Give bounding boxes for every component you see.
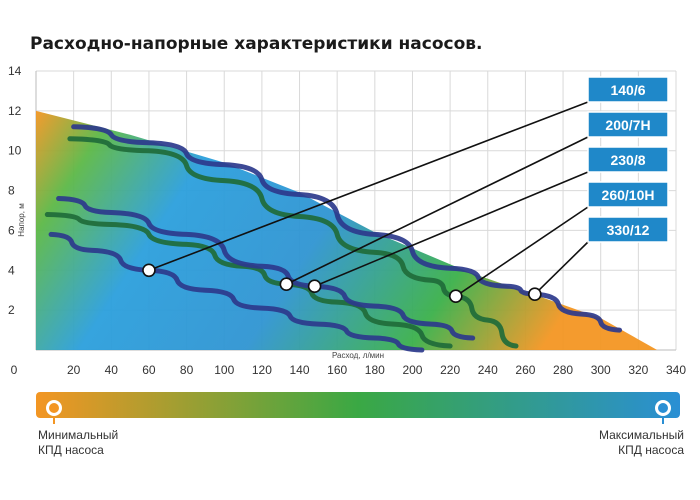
legend-box-330-12	[587, 216, 669, 243]
y-tick-label: 14	[8, 64, 22, 78]
min-efficiency-line1: Минимальный	[38, 428, 119, 442]
leader-line-260-10H	[455, 206, 589, 297]
curve-330-12	[71, 124, 623, 333]
marker-260-10H	[448, 289, 463, 303]
marker-200-7H	[279, 277, 294, 292]
curve-260-10H	[67, 136, 519, 349]
x-tick-label: 180	[365, 363, 385, 377]
x-axis-ticks: 0 20 40 60 80 100 120 140 160 180 200 220 240 260 280 3…	[11, 363, 687, 377]
x-tick-label: 320	[628, 363, 648, 377]
y-tick-label: 12	[8, 104, 22, 118]
y-tick-label: 8	[8, 184, 15, 198]
x-tick-label: 80	[180, 363, 194, 377]
legend-label-230-8: 230/8	[610, 152, 645, 168]
chart-title: Расходно-напорные характеристики насосов…	[30, 34, 483, 54]
efficiency-scale-bar	[36, 392, 680, 418]
legend-box-200-7H	[587, 111, 669, 138]
curve-markers	[142, 263, 542, 303]
x-tick-label: 240	[478, 363, 498, 377]
leader-line-140-6	[148, 101, 589, 272]
y-tick-label: 6	[8, 223, 15, 237]
legend-box-260-10H	[587, 181, 669, 208]
legend-label-330-12: 330/12	[607, 222, 650, 238]
x-tick-label: 120	[252, 363, 272, 377]
x-tick-label: 280	[553, 363, 573, 377]
pump-curves	[44, 124, 623, 353]
x-tick-label: 200	[402, 363, 422, 377]
leader-line-230-8	[314, 171, 589, 287]
x-tick-label: 140	[290, 363, 310, 377]
curve-200-7H	[44, 211, 453, 349]
curve-140-6	[48, 231, 425, 353]
min-efficiency-marker-core	[49, 403, 59, 413]
x-tick-label: 0	[11, 363, 18, 377]
legend-leader-lines	[148, 101, 589, 297]
marker-330-12	[528, 287, 542, 302]
legend-label-260-10H: 260/10H	[602, 187, 655, 203]
leader-line-330-12	[534, 241, 589, 295]
x-tick-label: 340	[666, 363, 686, 377]
x-tick-label: 160	[327, 363, 347, 377]
max-efficiency-line1: Максимальный	[598, 428, 684, 442]
max-efficiency-caption: Максимальный КПД насоса	[560, 428, 684, 458]
marker-230-8	[307, 279, 322, 294]
x-tick-label: 220	[440, 363, 460, 377]
x-tick-label: 40	[105, 363, 119, 377]
legend-label-140-6: 140/6	[610, 82, 645, 98]
curve-230-8	[56, 196, 476, 341]
x-tick-label: 60	[142, 363, 156, 377]
y-axis-label: Напор, м	[17, 203, 26, 236]
min-efficiency-line2: КПД насоса	[38, 443, 104, 457]
x-tick-label: 20	[67, 363, 81, 377]
max-efficiency-marker-core	[658, 403, 668, 413]
y-tick-label: 2	[8, 303, 15, 317]
legend-box-140-6	[587, 76, 669, 103]
legend: 140/6 200/7H 230/8 260/10H 330/12	[587, 76, 669, 243]
y-tick-label: 4	[8, 263, 15, 277]
x-tick-label: 260	[515, 363, 535, 377]
x-axis-label: Расход, л/мин	[332, 351, 384, 360]
legend-box-230-8	[587, 146, 669, 173]
y-tick-label: 10	[8, 144, 22, 158]
marker-140-6	[142, 263, 156, 278]
min-efficiency-caption: Минимальный КПД насоса	[38, 428, 118, 458]
x-tick-label: 300	[591, 363, 611, 377]
leader-line-200-7H	[286, 136, 589, 285]
y-axis-ticks: 2 4 6 8 10 12 14	[8, 64, 22, 317]
legend-label-200-7H: 200/7H	[605, 117, 650, 133]
max-efficiency-line2: КПД насоса	[618, 443, 684, 457]
x-tick-label: 100	[214, 363, 234, 377]
